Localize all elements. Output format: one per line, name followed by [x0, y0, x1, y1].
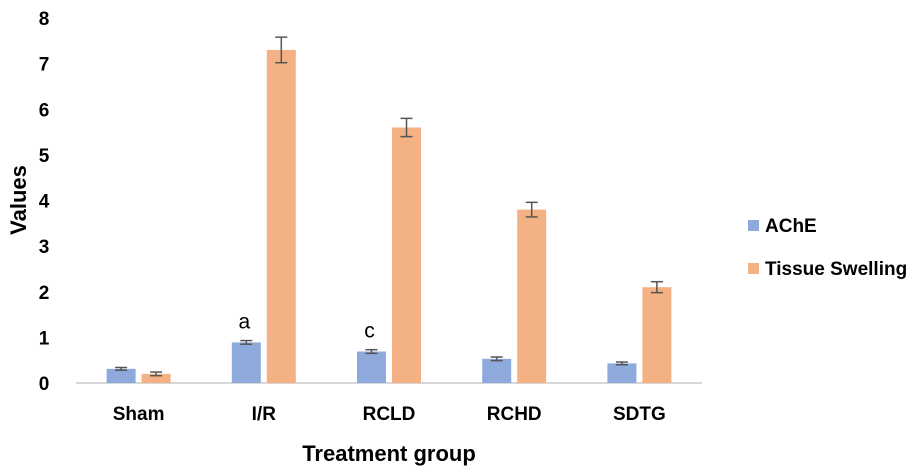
legend-label: Tissue Swelling — [765, 259, 907, 280]
error-bar — [115, 366, 128, 371]
legend-swatch — [748, 220, 759, 231]
error-bar — [400, 117, 413, 138]
x-category-label: I/R — [252, 404, 277, 425]
x-category-label: Sham — [113, 404, 165, 425]
error-bar — [615, 361, 628, 366]
y-tick-label: 7 — [39, 55, 50, 76]
y-tick-label: 4 — [39, 192, 50, 213]
y-tick-label: 2 — [39, 283, 50, 304]
y-tick-label: 3 — [39, 237, 50, 258]
bar-tissue-swelling — [266, 49, 296, 383]
bar-tissue-swelling — [392, 127, 421, 383]
x-tick-labels: Sham I/R RCLD RCHD SDTG — [113, 404, 666, 425]
bars-group — [106, 49, 672, 383]
x-category-label: RCHD — [487, 404, 542, 425]
annotation-label: a — [238, 311, 250, 334]
bar-tissue-swelling — [141, 373, 171, 383]
error-bar — [365, 348, 378, 355]
error-bar — [275, 36, 288, 64]
error-bars-group — [115, 36, 663, 377]
y-tick-label: 5 — [39, 146, 50, 167]
y-tick-label: 8 — [39, 9, 50, 30]
annotation-label: c — [364, 320, 375, 343]
y-tick-labels: 0 1 2 3 4 5 6 7 8 — [39, 9, 50, 395]
bar-tissue-swelling — [517, 209, 547, 383]
x-category-label: RCLD — [363, 404, 416, 425]
bar-ache — [482, 358, 512, 383]
y-tick-label: 0 — [39, 374, 50, 395]
error-bar — [525, 201, 538, 218]
error-bar — [490, 356, 503, 362]
bar-ache — [106, 368, 136, 383]
bar-ache — [607, 363, 637, 383]
bar-ache — [357, 351, 386, 383]
y-tick-label: 1 — [39, 328, 50, 349]
legend-label: AChE — [765, 216, 817, 237]
bar-ache — [231, 342, 261, 383]
x-axis-title: Treatment group — [302, 441, 476, 466]
y-tick-label: 6 — [39, 100, 50, 121]
x-category-label: SDTG — [613, 404, 666, 425]
error-bar — [240, 339, 253, 345]
bar-tissue-swelling — [642, 287, 672, 383]
error-bar — [150, 371, 163, 377]
legend-swatch — [748, 263, 759, 274]
legend: AChE Tissue Swelling — [748, 216, 907, 280]
y-axis-title: Values — [6, 165, 31, 235]
error-bar — [650, 280, 663, 294]
